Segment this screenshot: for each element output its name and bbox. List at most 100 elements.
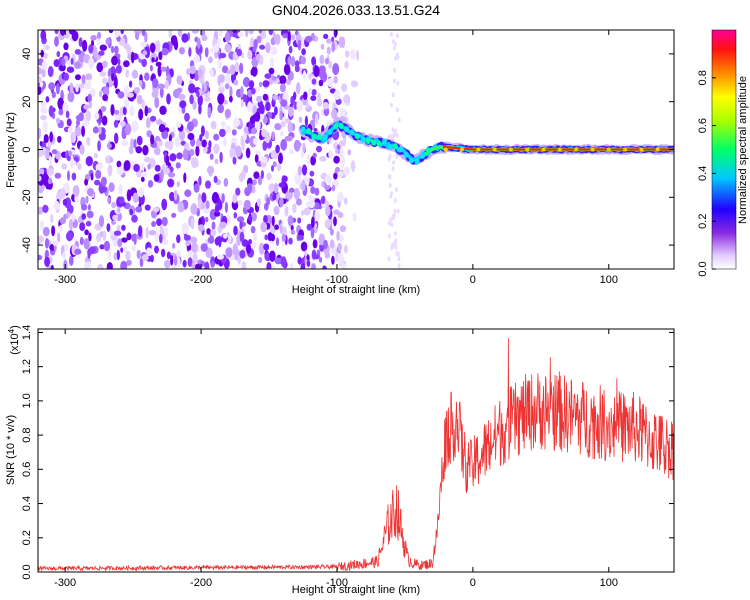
noise-blob	[62, 251, 67, 261]
snr-scale-base: (x10	[9, 333, 21, 354]
noise-blob	[94, 179, 101, 186]
noise-blob	[38, 86, 42, 95]
noise-blob	[100, 185, 107, 193]
noise-blob	[160, 248, 166, 258]
noise-blob	[147, 180, 154, 188]
noise-blob	[172, 242, 176, 249]
noise-blob	[133, 163, 140, 172]
noise-blob	[217, 93, 225, 105]
noise-blob	[258, 256, 263, 264]
noise-blob	[306, 154, 311, 167]
noise-blob	[99, 44, 108, 51]
noise-blob	[106, 262, 113, 269]
noise-blob	[260, 170, 264, 179]
noise-blob	[74, 49, 82, 55]
noise-blob	[81, 125, 85, 137]
noise-blob	[337, 191, 344, 203]
noise-blob	[144, 46, 151, 59]
noise-blob	[48, 82, 56, 90]
noise-blob	[94, 112, 100, 120]
noise-blob	[131, 244, 136, 252]
noise-blob	[264, 131, 271, 144]
noise-blob	[75, 74, 81, 81]
noise-blob	[81, 74, 86, 85]
noise-blob	[255, 53, 261, 61]
noise-blob	[38, 168, 45, 176]
noise-blob	[287, 56, 292, 67]
noise-speck	[393, 67, 397, 73]
ridge-hot-dot	[492, 147, 497, 152]
noise-blob	[250, 225, 256, 234]
colorbar: 0.0 0.2 0.4 0.6 0.8 Normalized spectral ampl…	[697, 29, 749, 277]
noise-blob	[333, 172, 338, 180]
noise-blob	[302, 70, 307, 81]
ridge-hot-dot	[508, 147, 513, 152]
noise-blob	[44, 256, 50, 267]
noise-speck	[387, 220, 391, 226]
noise-blob	[42, 44, 46, 52]
noise-blob	[309, 180, 313, 186]
noise-blob	[253, 171, 260, 179]
noise-blob	[279, 197, 284, 208]
ridge-blob	[403, 151, 409, 158]
noise-blob	[168, 140, 174, 147]
noise-blob	[38, 127, 41, 139]
noise-blob	[284, 205, 289, 217]
noise-blob	[86, 210, 94, 219]
noise-speck	[394, 128, 398, 134]
noise-blob	[320, 195, 326, 205]
noise-blob	[129, 208, 133, 216]
noise-blob	[159, 105, 167, 116]
noise-blob	[329, 239, 335, 249]
noise-blob	[67, 91, 75, 103]
noise-blob	[74, 248, 82, 255]
noise-blob	[247, 215, 253, 221]
noise-blob	[211, 192, 220, 204]
noise-blob	[178, 205, 185, 212]
noise-blob	[219, 52, 227, 59]
noise-blob	[68, 218, 74, 231]
noise-blob	[70, 131, 77, 144]
noise-blob	[71, 30, 79, 42]
noise-blob	[224, 43, 232, 53]
noise-blob	[339, 140, 345, 147]
noise-blob	[234, 61, 240, 73]
ridge-hot-dot	[606, 147, 611, 152]
noise-blob	[40, 101, 46, 109]
noise-blob	[107, 247, 112, 260]
noise-blob	[133, 138, 137, 149]
noise-blob	[344, 60, 349, 69]
noise-blob	[155, 61, 162, 67]
noise-blob	[243, 199, 251, 210]
spectrogram-ridge-layer	[298, 116, 674, 166]
noise-blob	[144, 204, 151, 211]
noise-blob	[61, 163, 68, 170]
noise-blob	[303, 91, 308, 100]
noise-speck	[395, 52, 399, 58]
noise-blob	[144, 72, 150, 81]
noise-blob	[130, 51, 135, 64]
noise-blob	[329, 228, 334, 236]
noise-blob	[245, 147, 251, 159]
noise-blob	[148, 230, 156, 236]
noise-blob	[320, 71, 328, 83]
noise-blob	[306, 259, 311, 268]
noise-blob	[276, 163, 282, 172]
noise-blob	[347, 149, 352, 156]
noise-speck	[396, 208, 400, 214]
noise-blob	[290, 34, 296, 41]
noise-blob	[178, 93, 186, 101]
noise-blob	[158, 124, 166, 133]
ridge-hot-dot	[525, 147, 530, 152]
noise-speck	[396, 80, 400, 86]
noise-blob	[250, 87, 256, 95]
colorbar-gradient	[711, 29, 737, 270]
noise-blob	[82, 39, 88, 52]
noise-blob	[281, 234, 286, 242]
noise-blob	[208, 56, 213, 64]
noise-blob	[150, 254, 154, 263]
noise-speck	[393, 41, 397, 47]
noise-blob	[324, 58, 330, 65]
noise-blob	[45, 96, 50, 103]
